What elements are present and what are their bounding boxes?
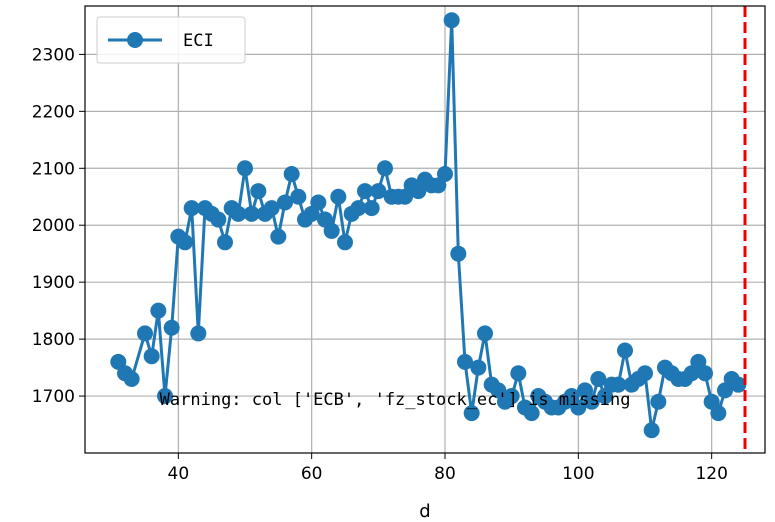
legend-box (96, 16, 246, 64)
data-point (283, 165, 300, 182)
data-point (710, 405, 727, 422)
data-point (570, 399, 587, 416)
x-tick-label: 60 (301, 464, 323, 484)
data-point (523, 405, 540, 422)
data-point (210, 211, 227, 228)
data-point (643, 422, 660, 439)
data-point (310, 194, 327, 211)
data-point (150, 302, 167, 319)
x-tick-label: 100 (562, 464, 594, 484)
data-point (443, 12, 460, 29)
data-point (263, 200, 280, 217)
x-axis-label: d (419, 501, 430, 522)
data-point (163, 319, 180, 336)
y-tick-label: 1800 (32, 330, 75, 350)
data-point (370, 183, 387, 200)
grid (85, 6, 765, 453)
y-tick-label: 1700 (32, 387, 75, 407)
y-tick-label: 2200 (32, 102, 75, 122)
data-point (230, 205, 247, 222)
data-point (437, 165, 453, 182)
y-tick-label: 2000 (32, 216, 75, 236)
ticks: 40 60 80 100 120 1700 1800 1900 2000 2100 2200 2300 (32, 45, 728, 484)
data-point (363, 200, 380, 217)
data-point (350, 200, 367, 217)
data-point (143, 348, 160, 365)
data-point (510, 365, 527, 382)
data-point (617, 342, 633, 359)
data-point (123, 370, 140, 387)
data-point (243, 205, 260, 222)
data-point (477, 325, 493, 342)
data-point (697, 365, 713, 382)
y-tick-label: 1900 (32, 273, 75, 293)
data-point (157, 388, 173, 405)
data-point (730, 376, 747, 393)
legend-label-eci: ECI (183, 31, 214, 51)
legend: ECI (96, 16, 246, 64)
data-point (183, 200, 200, 217)
data-point (190, 325, 207, 342)
legend-marker-swatch (127, 32, 143, 48)
data-point (590, 370, 607, 387)
data-point (337, 234, 353, 251)
data-point (470, 359, 487, 376)
data-point (250, 183, 267, 200)
plot-frame (84, 5, 766, 454)
data-point (270, 228, 287, 245)
warning-annotation: Warning: col ['ECB', 'fz_stock_ec'] is m… (160, 390, 631, 410)
data-point (650, 393, 667, 410)
data-point (610, 376, 627, 393)
data-point (217, 234, 233, 251)
data-point (357, 183, 373, 200)
x-tick-label: 80 (434, 464, 456, 484)
data-point (503, 388, 520, 405)
data-point (237, 160, 253, 177)
data-point (177, 234, 193, 251)
data-point (583, 393, 600, 410)
data-point (377, 160, 393, 177)
data-point (637, 365, 653, 382)
series (110, 12, 747, 439)
data-point (290, 188, 307, 205)
data-point (137, 325, 153, 342)
plot-background (85, 6, 765, 453)
y-tick-label: 2100 (32, 159, 75, 179)
data-point (330, 188, 347, 205)
data-point (463, 405, 480, 422)
x-tick-label: 40 (168, 464, 190, 484)
y-tick-label: 2300 (32, 45, 75, 65)
data-point (277, 194, 293, 211)
x-tick-label: 120 (695, 464, 727, 484)
data-point (450, 245, 467, 262)
data-point (323, 222, 340, 239)
data-point (457, 353, 473, 370)
